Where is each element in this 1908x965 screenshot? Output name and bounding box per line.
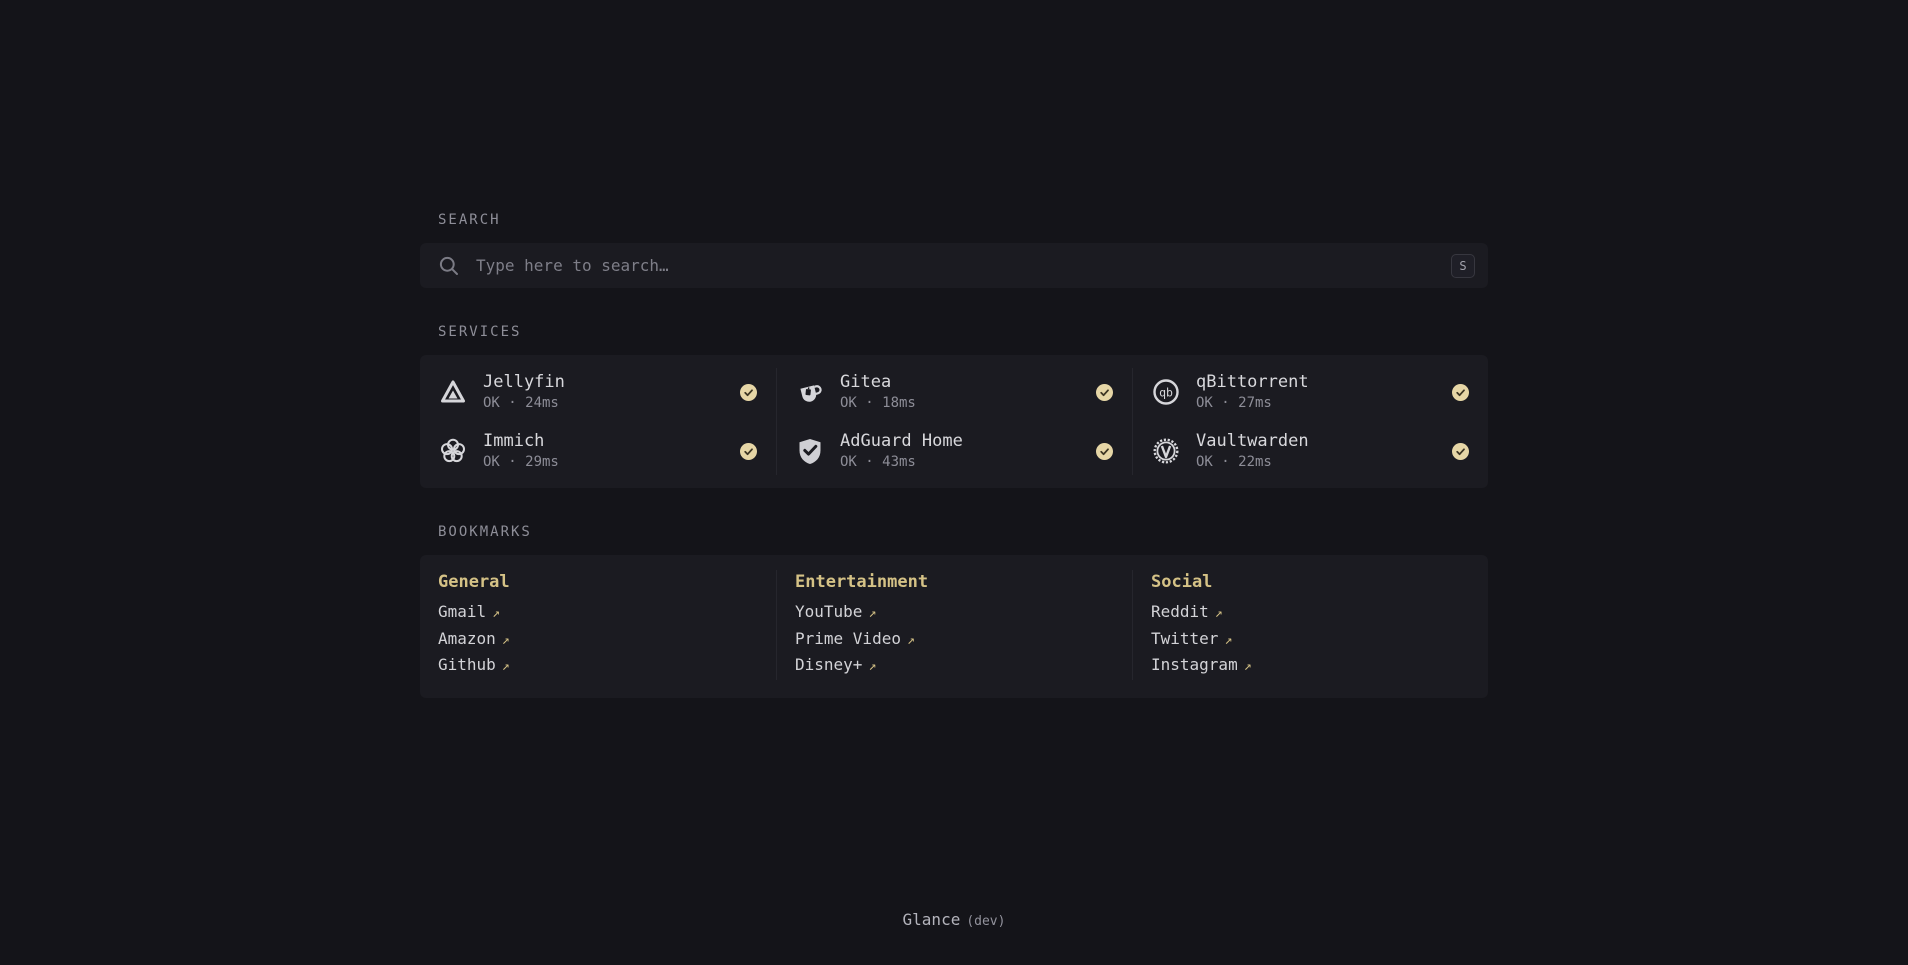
external-link-arrow-icon: ↗ [492, 606, 500, 621]
bookmark-link-prime-video[interactable]: Prime Video ↗ [795, 628, 915, 648]
immich-icon [438, 436, 468, 466]
bookmarks-section-label: BOOKMARKS [438, 524, 532, 540]
service-item-gitea[interactable]: Gitea OK · 18ms [795, 368, 1132, 416]
service-item-qbittorrent[interactable]: qb qBittorrent OK · 27ms [1151, 368, 1488, 416]
status-ok-icon [1096, 383, 1113, 401]
status-ok-icon [1452, 383, 1469, 401]
search-section-label: SEARCH [438, 212, 501, 228]
page: SEARCH S SERVICES [420, 0, 1488, 698]
search-icon [438, 255, 460, 277]
bookmark-group-title: General [438, 572, 510, 592]
bookmark-group-title: Entertainment [795, 572, 929, 592]
bookmark-group-general: General Gmail ↗ Amazon ↗ Github ↗ [420, 570, 776, 680]
external-link-arrow-icon: ↗ [868, 659, 877, 674]
service-name: Gitea [840, 372, 892, 392]
bookmark-link-amazon[interactable]: Amazon ↗ [438, 628, 510, 648]
service-name: Immich [483, 431, 545, 451]
service-status: OK · 18ms [840, 395, 916, 411]
service-status: OK · 43ms [840, 454, 916, 470]
svg-text:qb: qb [1159, 385, 1173, 399]
service-item-vaultwarden[interactable]: Vaultwarden OK · 22ms [1151, 427, 1488, 475]
vaultwarden-icon [1151, 436, 1181, 466]
bookmark-group-social: Social Reddit ↗ Twitter ↗ Instagram ↗ [1132, 570, 1488, 680]
status-ok-icon [1096, 442, 1113, 460]
services-section-label: SERVICES [438, 324, 522, 340]
service-item-immich[interactable]: Immich OK · 29ms [438, 427, 776, 475]
adguard-home-icon [795, 436, 825, 466]
footer-env-label: (dev) [966, 914, 1006, 929]
bookmarks-card: General Gmail ↗ Amazon ↗ Github ↗ Entertain… [420, 555, 1488, 698]
external-link-arrow-icon: ↗ [868, 606, 877, 621]
bookmarks-widget: BOOKMARKS General Gmail ↗ Amazon ↗ Github ↗… [420, 524, 1488, 698]
bookmark-link-youtube[interactable]: YouTube ↗ [795, 602, 877, 621]
footer-app-name: Glance [902, 910, 961, 929]
status-ok-icon [740, 383, 757, 401]
jellyfin-icon [438, 377, 468, 407]
bookmark-link-github[interactable]: Github ↗ [438, 655, 510, 674]
search-shortcut-key: S [1451, 253, 1475, 278]
service-name: Jellyfin [483, 372, 565, 392]
service-status: OK · 22ms [1196, 454, 1272, 470]
bookmark-link-reddit[interactable]: Reddit ↗ [1151, 602, 1223, 621]
services-widget: SERVICES Jellyfin OK · 24ms [420, 324, 1488, 488]
search-input[interactable] [476, 256, 1451, 275]
search-widget: SEARCH S [420, 212, 1488, 288]
search-bar[interactable]: S [420, 243, 1488, 288]
footer: Glance (dev) [0, 910, 1908, 929]
status-ok-icon [1452, 442, 1469, 460]
service-name: qBittorrent [1196, 372, 1309, 392]
services-card: Jellyfin OK · 24ms [420, 355, 1488, 488]
service-item-adguard-home[interactable]: AdGuard Home OK · 43ms [795, 427, 1132, 475]
service-status: OK · 27ms [1196, 395, 1272, 411]
bookmark-group-title: Social [1151, 572, 1213, 592]
service-item-jellyfin[interactable]: Jellyfin OK · 24ms [438, 368, 776, 416]
bookmark-group-entertainment: Entertainment YouTube ↗ Prime Video ↗ Disn… [776, 570, 1132, 680]
bookmark-link-twitter[interactable]: Twitter ↗ [1151, 628, 1233, 648]
status-ok-icon [740, 442, 757, 460]
external-link-arrow-icon: ↗ [501, 659, 510, 674]
service-name: Vaultwarden [1196, 431, 1309, 451]
gitea-icon [795, 377, 825, 407]
bookmark-link-gmail[interactable]: Gmail ↗ [438, 602, 500, 621]
services-column-3: qb qBittorrent OK · 27ms [1132, 368, 1488, 475]
external-link-arrow-icon: ↗ [906, 632, 915, 648]
service-status: OK · 24ms [483, 395, 559, 411]
qbittorrent-icon: qb [1151, 377, 1181, 407]
services-column-2: Gitea OK · 18ms [776, 368, 1132, 475]
bookmark-link-instagram[interactable]: Instagram ↗ [1151, 655, 1252, 674]
bookmark-link-disney-plus[interactable]: Disney+ ↗ [795, 655, 877, 674]
external-link-arrow-icon: ↗ [501, 632, 510, 648]
external-link-arrow-icon: ↗ [1224, 632, 1233, 648]
external-link-arrow-icon: ↗ [1214, 606, 1223, 621]
service-status: OK · 29ms [483, 454, 559, 470]
services-column-1: Jellyfin OK · 24ms [420, 368, 776, 475]
external-link-arrow-icon: ↗ [1243, 659, 1252, 674]
service-name: AdGuard Home [840, 431, 963, 451]
